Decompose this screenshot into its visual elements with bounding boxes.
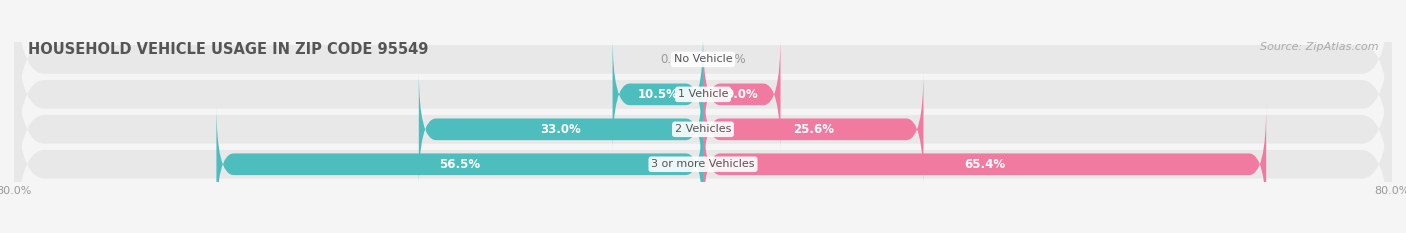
Text: 0.0%: 0.0% [661,53,690,66]
Text: 25.6%: 25.6% [793,123,834,136]
Text: 65.4%: 65.4% [965,158,1005,171]
FancyBboxPatch shape [703,70,924,188]
Text: 2 Vehicles: 2 Vehicles [675,124,731,134]
FancyBboxPatch shape [217,105,703,223]
Text: 33.0%: 33.0% [540,123,581,136]
FancyBboxPatch shape [14,56,1392,233]
FancyBboxPatch shape [419,70,703,188]
Text: No Vehicle: No Vehicle [673,55,733,64]
FancyBboxPatch shape [14,0,1392,202]
Text: 0.0%: 0.0% [716,53,745,66]
Text: 3 or more Vehicles: 3 or more Vehicles [651,159,755,169]
FancyBboxPatch shape [703,105,1267,223]
Text: Source: ZipAtlas.com: Source: ZipAtlas.com [1260,42,1378,52]
FancyBboxPatch shape [14,21,1392,233]
Text: 9.0%: 9.0% [725,88,758,101]
Text: 1 Vehicle: 1 Vehicle [678,89,728,99]
FancyBboxPatch shape [14,0,1392,168]
Text: 10.5%: 10.5% [637,88,678,101]
FancyBboxPatch shape [613,35,703,154]
Text: HOUSEHOLD VEHICLE USAGE IN ZIP CODE 95549: HOUSEHOLD VEHICLE USAGE IN ZIP CODE 9554… [28,42,429,57]
Legend: Owner-occupied, Renter-occupied: Owner-occupied, Renter-occupied [579,230,827,233]
Text: 56.5%: 56.5% [439,158,481,171]
FancyBboxPatch shape [703,35,780,154]
